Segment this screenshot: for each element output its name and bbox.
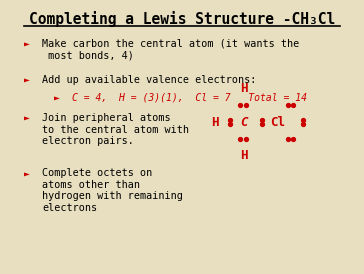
Text: ►: ► xyxy=(24,39,29,49)
Text: ►: ► xyxy=(24,75,29,85)
Text: Join peripheral atoms
to the central atom with
electron pairs.: Join peripheral atoms to the central ato… xyxy=(42,113,189,146)
Text: Completing a Lewis Structure -CH₃Cl: Completing a Lewis Structure -CH₃Cl xyxy=(29,11,335,27)
Text: ►: ► xyxy=(24,168,29,178)
Text: ►: ► xyxy=(54,92,60,102)
Text: C = 4,  H = (3)(1),  Cl = 7   Total = 14: C = 4, H = (3)(1), Cl = 7 Total = 14 xyxy=(72,92,308,102)
Text: Make carbon the central atom (it wants the
 most bonds, 4): Make carbon the central atom (it wants t… xyxy=(42,39,299,61)
Text: Add up available valence electrons:: Add up available valence electrons: xyxy=(42,75,257,85)
Text: C: C xyxy=(241,116,248,129)
Text: Cl: Cl xyxy=(270,116,286,129)
Text: H: H xyxy=(241,150,248,162)
Text: H: H xyxy=(241,82,248,95)
Text: ►: ► xyxy=(24,113,29,123)
Text: Complete octets on
atoms other than
hydrogen with remaining
electrons: Complete octets on atoms other than hydr… xyxy=(42,168,183,213)
Text: H: H xyxy=(211,116,219,129)
